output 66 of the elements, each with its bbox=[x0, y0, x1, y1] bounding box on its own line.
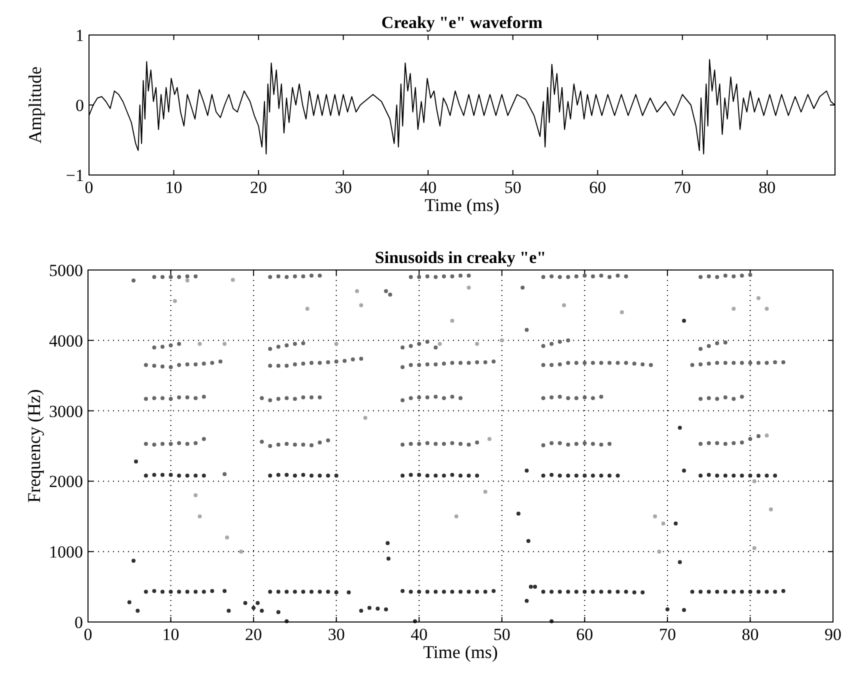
point bbox=[487, 436, 492, 441]
x-tick-label: 20 bbox=[250, 178, 268, 197]
x-axis-title: Time (ms) bbox=[424, 195, 500, 215]
x-tick-label: 30 bbox=[334, 178, 352, 197]
point bbox=[355, 289, 360, 294]
x-tick-label: 80 bbox=[742, 625, 759, 644]
point bbox=[450, 318, 454, 323]
point bbox=[438, 342, 442, 346]
point bbox=[454, 514, 458, 518]
x-tick-label: 40 bbox=[410, 625, 428, 644]
y-tick-label: 1000 bbox=[49, 542, 83, 562]
point bbox=[768, 507, 773, 512]
point bbox=[225, 536, 230, 540]
y-tick-label: 0 bbox=[74, 613, 83, 632]
point bbox=[764, 433, 769, 438]
x-tick-label: 10 bbox=[165, 178, 182, 197]
point bbox=[305, 306, 310, 311]
point bbox=[764, 306, 769, 311]
point bbox=[198, 342, 202, 346]
y-axis-title: Frequency (Hz) bbox=[24, 389, 44, 503]
point bbox=[752, 546, 756, 550]
x-tick-label: 50 bbox=[493, 625, 510, 644]
x-tick-label: 20 bbox=[245, 625, 262, 644]
y-tick-label: 5000 bbox=[49, 261, 83, 280]
y-tick-label: 0 bbox=[76, 96, 84, 115]
point bbox=[363, 416, 368, 420]
x-tick-label: 60 bbox=[589, 178, 606, 197]
x-tick-label: 50 bbox=[504, 178, 522, 197]
x-tick-label: 70 bbox=[658, 625, 676, 644]
point bbox=[172, 298, 177, 303]
y-tick-label: 3000 bbox=[49, 402, 83, 421]
y-tick-label: 2000 bbox=[49, 472, 83, 492]
point bbox=[483, 490, 488, 494]
x-tick-label: 40 bbox=[420, 178, 437, 197]
x-axis-title: Time (ms) bbox=[423, 642, 498, 662]
point bbox=[222, 342, 227, 346]
y-tick-label: 1 bbox=[76, 26, 84, 45]
x-tick-label: 90 bbox=[824, 625, 842, 644]
point bbox=[230, 278, 235, 282]
point bbox=[661, 521, 666, 526]
point bbox=[359, 303, 364, 308]
point bbox=[185, 278, 190, 283]
x-tick-label: 30 bbox=[328, 625, 345, 644]
y-tick-label: −1 bbox=[66, 166, 84, 185]
point bbox=[334, 342, 338, 346]
y-tick-label: 4000 bbox=[49, 331, 83, 350]
x-tick-label: 10 bbox=[162, 625, 180, 644]
point bbox=[752, 479, 756, 484]
point bbox=[239, 550, 244, 554]
chart-title: Sinusoids in creaky "e" bbox=[374, 248, 546, 267]
point bbox=[475, 342, 480, 346]
point bbox=[732, 306, 736, 311]
point bbox=[194, 493, 198, 498]
point bbox=[620, 310, 624, 314]
x-tick-label: 60 bbox=[576, 625, 594, 644]
point bbox=[562, 303, 566, 308]
point bbox=[657, 550, 662, 554]
point bbox=[198, 514, 202, 518]
y-axis-title: Amplitude bbox=[25, 66, 45, 144]
x-tick-label: 80 bbox=[758, 178, 776, 197]
point bbox=[466, 286, 471, 290]
point bbox=[500, 338, 504, 342]
x-tick-label: 70 bbox=[674, 178, 691, 197]
point bbox=[653, 514, 658, 518]
point bbox=[756, 296, 760, 300]
chart-title: Creaky "e" waveform bbox=[381, 13, 543, 32]
